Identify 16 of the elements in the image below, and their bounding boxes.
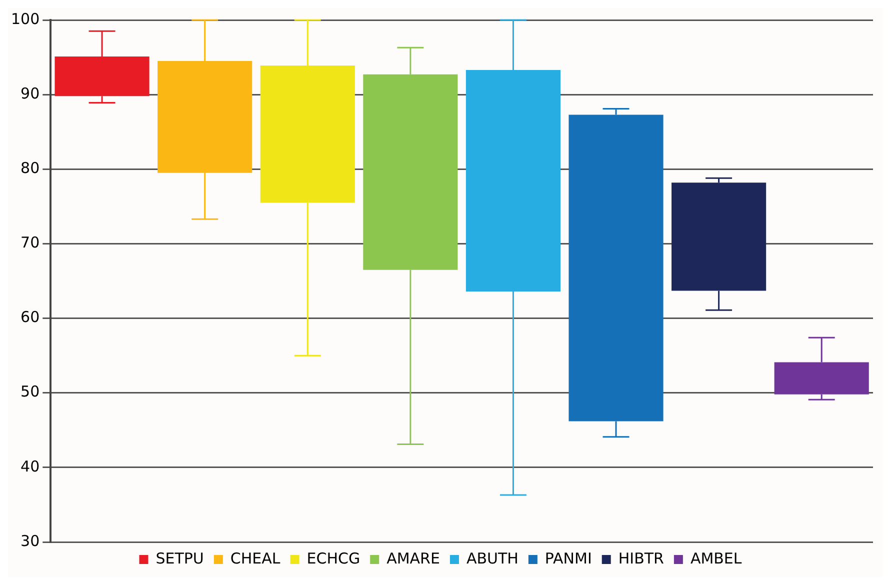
y-tick-label: 60 bbox=[20, 308, 40, 326]
y-tick-label: 80 bbox=[20, 159, 40, 178]
legend-label: ABUTH bbox=[466, 549, 518, 568]
y-tick-label: 30 bbox=[20, 532, 40, 550]
legend-label: AMBEL bbox=[690, 549, 742, 568]
legend-label: CHEAL bbox=[230, 549, 281, 568]
y-tick-label: 50 bbox=[20, 382, 40, 401]
y-tick-label: 100 bbox=[10, 10, 40, 28]
legend-label: HIBTR bbox=[618, 549, 664, 568]
legend-label: AMARE bbox=[386, 549, 440, 568]
legend-label: ECHCG bbox=[306, 549, 360, 568]
y-tick-label: 70 bbox=[20, 234, 40, 252]
legend-label: PANMI bbox=[544, 549, 592, 568]
y-tick-label: 90 bbox=[20, 84, 40, 102]
y-tick-label: 40 bbox=[20, 457, 40, 476]
legend-label: SETPU bbox=[156, 549, 204, 568]
